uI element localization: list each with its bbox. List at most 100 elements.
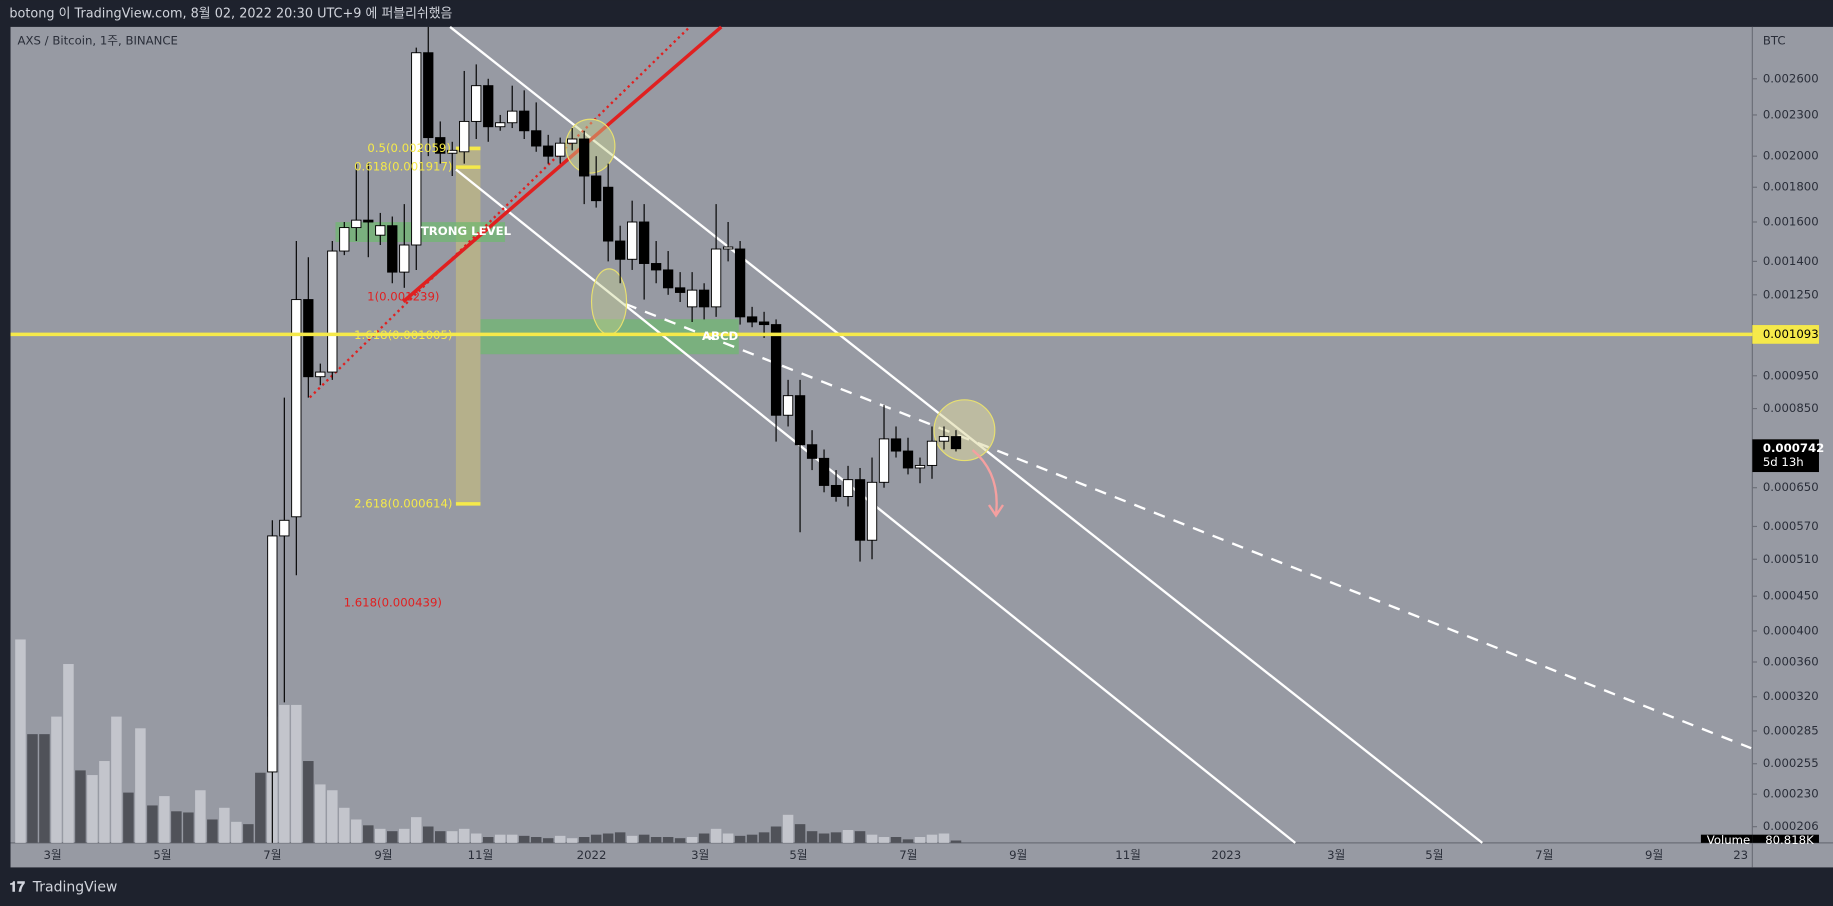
volume-bar [662, 837, 674, 843]
candle-body [363, 219, 374, 223]
volume-bar [554, 835, 566, 843]
candle-body [938, 436, 950, 442]
symbol-title: AXS / Bitcoin, 1주, BINANCE [18, 33, 178, 47]
volume-bar [99, 761, 110, 843]
volume-bar [39, 734, 50, 843]
volume-bar [339, 807, 350, 843]
y-tick-label: 0.000360 [1763, 655, 1819, 669]
volume-bar [315, 784, 326, 843]
volume-bar [111, 716, 122, 843]
candle-body [674, 287, 686, 293]
volume-bar [506, 834, 518, 843]
candle-body [531, 130, 542, 147]
volume-bar [327, 790, 338, 843]
volume-bar [147, 805, 158, 843]
y-tick-label: 0.002000 [1763, 149, 1819, 163]
volume-bar [842, 830, 854, 843]
volume-bar [279, 704, 290, 843]
candle-body [770, 324, 782, 416]
volume-bar [255, 772, 266, 843]
candle-body [627, 221, 638, 260]
volume-bar [399, 828, 410, 843]
volume-bar [458, 828, 470, 843]
volume-bar [387, 831, 398, 843]
volume-bar [87, 775, 98, 843]
volume-bar [171, 811, 182, 843]
countdown: 5d 13h [1763, 455, 1804, 469]
annotation: 0.618(0.001917) [354, 160, 452, 174]
annotation: 1(0.001239) [367, 289, 439, 303]
volume-bar [818, 833, 830, 843]
volume-bar [470, 833, 482, 843]
candle-body [650, 263, 662, 271]
price-unit: BTC [1763, 33, 1786, 47]
y-tick-label: 0.000255 [1763, 756, 1819, 770]
candle-body [890, 438, 902, 452]
candle-body [710, 248, 722, 308]
volume-bar [63, 664, 74, 843]
volume-bar [446, 831, 458, 843]
candle-body [615, 240, 626, 260]
candle-body [375, 225, 386, 236]
candles [267, 26, 962, 843]
volume-bar [866, 834, 878, 843]
y-tick-label: 0.001400 [1763, 254, 1819, 268]
candle-body [782, 395, 794, 416]
x-tick-label: 5월 [153, 848, 171, 862]
annotation: ABCD [702, 329, 739, 343]
x-tick-label: 23 [1733, 848, 1748, 862]
y-tick-label: 0.000650 [1763, 480, 1819, 494]
candle-body [495, 122, 506, 128]
candle-body [351, 219, 362, 229]
volume-bar [722, 833, 734, 843]
volume-bar [854, 831, 866, 843]
x-tick-label: 3월 [44, 848, 62, 862]
volume-bar [494, 834, 506, 843]
candle-body [507, 110, 518, 124]
volume-bar [902, 839, 914, 843]
volume-value: 80.818K [1765, 833, 1814, 847]
header-title: botong 이 TradingView.com, 8월 02, 2022 20… [9, 6, 452, 22]
candle-body [555, 142, 566, 157]
volume-bar [914, 837, 926, 843]
x-tick-label: 3월 [691, 848, 709, 862]
volume-bar [123, 792, 134, 843]
volume-bar [135, 728, 146, 843]
x-tick-label: 3월 [1327, 848, 1345, 862]
annotation: 1.618(0.001005) [354, 328, 452, 342]
volume-bar [602, 833, 614, 843]
x-tick-label: 7월 [1535, 848, 1553, 862]
volume-bar [674, 838, 686, 843]
volume-bar [75, 770, 86, 843]
volume-bar [770, 826, 782, 843]
volume-bar [243, 824, 254, 843]
volume-bar [746, 834, 758, 843]
x-tick-label: 9월 [1645, 848, 1663, 862]
price-tag [1752, 439, 1819, 473]
volume-bar [686, 837, 698, 843]
volume-bar [410, 817, 422, 843]
volume-bar [566, 838, 578, 843]
y-tick-label: 0.000570 [1763, 519, 1819, 533]
y-tick-label: 0.000450 [1763, 589, 1819, 603]
candle-body [639, 221, 650, 264]
candle-body [471, 85, 482, 122]
volume-bar [27, 734, 38, 843]
volume-bar [806, 831, 818, 843]
volume-bar [159, 796, 170, 843]
volume-bar [530, 837, 542, 843]
volume-bar [626, 835, 638, 843]
x-tick-label: 11월 [468, 848, 494, 862]
candle-body [423, 52, 434, 139]
candle-body [926, 440, 938, 466]
volume-bar [231, 821, 242, 843]
candle-body [746, 316, 758, 323]
time-axis [10, 842, 1833, 868]
volume-bar [578, 837, 590, 843]
candle-body [603, 186, 614, 242]
y-tick-label: 0.002300 [1763, 107, 1819, 121]
candle-body [662, 269, 674, 289]
volume-bar [590, 834, 602, 843]
volume-bar [363, 825, 374, 843]
